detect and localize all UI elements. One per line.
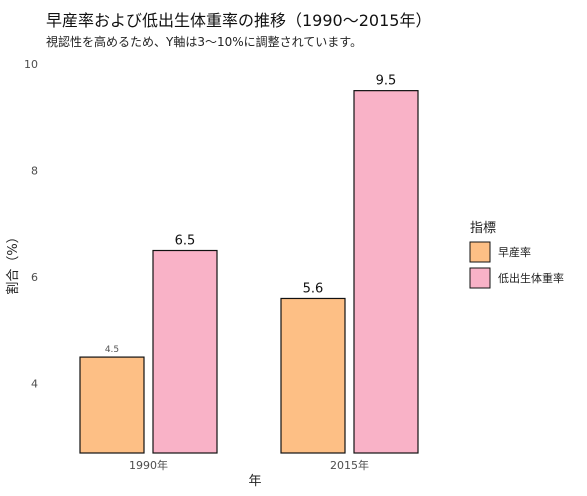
data-label: 5.6	[303, 281, 324, 296]
y-tick-label: 4	[31, 378, 38, 391]
legend-title: 指標	[470, 221, 496, 236]
y-axis-title: 割合（%）	[5, 230, 21, 294]
bar	[353, 90, 419, 454]
data-label: 6.5	[175, 234, 196, 249]
y-tick-label: 10	[24, 58, 38, 71]
legend-swatch	[469, 241, 491, 263]
data-label: 4.5	[105, 345, 119, 355]
legend-label: 早産率	[498, 245, 531, 259]
chart-title: 早産率および低出生体重率の推移（1990〜2015年）	[46, 11, 432, 30]
bar	[280, 297, 346, 454]
legend-swatch	[469, 267, 491, 289]
y-tick-label: 6	[31, 271, 38, 284]
x-tick-label: 2015年	[330, 458, 369, 472]
x-axis-title: 年	[248, 474, 261, 489]
x-tick-label: 1990年	[129, 458, 168, 472]
y-tick-label: 8	[31, 165, 38, 178]
bar	[79, 356, 145, 454]
bar	[152, 249, 218, 454]
legend-label: 低出生体重率	[498, 271, 564, 285]
data-label: 9.5	[376, 74, 397, 89]
chart-subtitle: 視認性を高めるため、Y軸は3〜10%に調整されています。	[46, 35, 363, 49]
